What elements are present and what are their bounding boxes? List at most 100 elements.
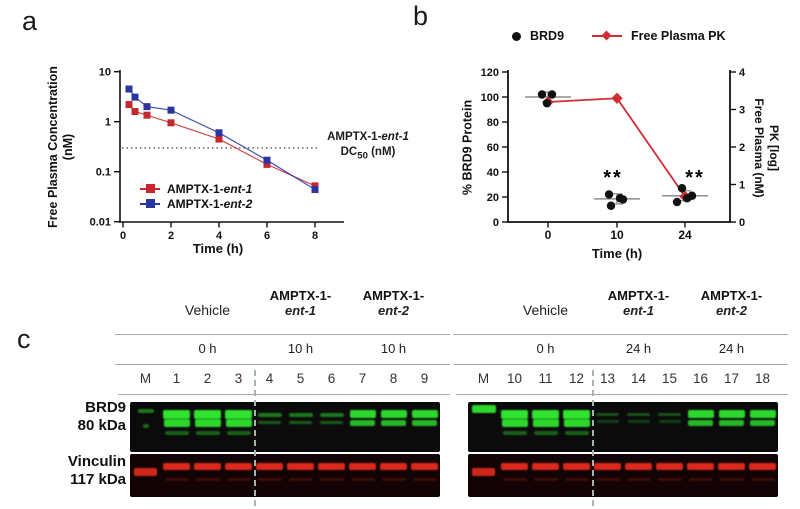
c-group-label-line2: ent-2: [715, 303, 748, 318]
c-band: [350, 478, 375, 481]
c-band: [749, 463, 776, 470]
c-lane-number: 12: [568, 371, 585, 386]
b-brd9-point: [547, 90, 557, 99]
c-band: [288, 478, 313, 481]
c-band: [625, 463, 652, 470]
c-lane-number: 1: [172, 371, 181, 386]
a-x-tick-label: 6: [264, 230, 270, 242]
c-band: [412, 420, 437, 426]
c-band: [594, 463, 621, 470]
b-legend-diamond-marker: [592, 30, 623, 41]
c-band: [533, 431, 558, 435]
c-header-rule: [115, 334, 450, 335]
c-band: [718, 410, 745, 418]
c-band: [596, 413, 619, 416]
b-significance-stars: **: [603, 167, 623, 189]
c-band: [719, 478, 744, 481]
c-lane-number: 11: [538, 371, 553, 386]
c-band: [532, 410, 559, 419]
c-group-label-line1: AMPTX-1-: [607, 288, 670, 303]
c-band: [564, 431, 589, 435]
a-y-tick-label: 10: [99, 67, 111, 79]
b-right-tick-label: 2: [739, 142, 745, 154]
b-brd9-point: [542, 99, 552, 108]
c-band: [749, 410, 776, 418]
c-header-rule: [118, 394, 450, 395]
a-data-point: [167, 106, 175, 114]
c-band: [687, 410, 714, 418]
a-legend: AMPTX-1-ent-1 AMPTX-1-ent-2: [140, 181, 252, 211]
a-data-point: [131, 93, 139, 101]
b-left-tick-label: 60: [487, 142, 499, 154]
c-vinculin-blot: [130, 454, 440, 497]
c-band: [688, 420, 713, 426]
b-right-tick-label: 1: [739, 180, 745, 192]
b-left-tick-label: 120: [481, 67, 499, 79]
a-data-point: [143, 111, 151, 119]
c-lane-number: 4: [265, 371, 274, 386]
panel-label-c: c: [17, 324, 31, 354]
c-band: [380, 410, 407, 418]
a-data-point: [263, 160, 271, 168]
a-series-line: [128, 104, 316, 187]
a-data-point: [263, 156, 271, 164]
b-x-tick-label: 24: [678, 228, 692, 242]
a-data-point: [311, 186, 319, 194]
a-x-tick-label: 8: [312, 230, 318, 242]
c-band: [687, 463, 714, 470]
b-x-tick-label: 0: [545, 228, 552, 242]
a-legend-item-ent2: AMPTX-1-ent-2: [140, 196, 252, 211]
c-band: [657, 478, 682, 481]
c-band: [318, 463, 345, 470]
a-y-axis-label-line1: Free Plasma Concentration: [46, 66, 60, 228]
b-brd9-point: [604, 190, 614, 199]
c-time-label: 10 h: [380, 341, 407, 356]
a-dc50-line1: AMPTX-1-ent-1: [327, 131, 409, 143]
c-band: [658, 413, 681, 416]
c-group-label-line2: ent-2: [377, 303, 410, 318]
c-band: [471, 405, 496, 413]
c-band: [501, 410, 528, 419]
b-brd9-point: [537, 90, 547, 99]
c-header-rule: [453, 334, 788, 335]
b-brd9-point: [606, 201, 616, 210]
c-band: [501, 419, 528, 427]
c-lane-separator: [254, 370, 256, 506]
c-band: [472, 468, 495, 476]
c-header-rule: [115, 364, 450, 365]
c-lane-number: 10: [506, 371, 523, 386]
b-right-tick-label: 4: [739, 67, 746, 79]
a-legend-square-marker-red: [140, 184, 160, 194]
a-y-tick-label: 1: [105, 117, 111, 129]
b-legend-item-pk: Free Plasma PK: [592, 29, 726, 43]
c-band: [225, 463, 252, 470]
a-data-point: [215, 129, 223, 137]
c-vinculin-blot: [468, 454, 778, 497]
a-legend-item-ent1: AMPTX-1-ent-1: [140, 181, 252, 196]
c-band: [142, 424, 149, 428]
b-left-tick-label: 20: [487, 192, 499, 204]
c-band: [225, 419, 252, 427]
c-lane-number: 7: [358, 371, 367, 386]
c-group-label: Vehicle: [151, 288, 265, 319]
a-x-tick-label: 2: [168, 230, 174, 242]
b-brd9-point: [677, 184, 687, 193]
a-x-tick-label: 4: [216, 230, 223, 242]
b-right-tick-label: 0: [739, 217, 745, 229]
c-header-rule: [453, 364, 788, 365]
c-lane-separator: [592, 370, 594, 506]
b-right-axis-label-line1: PK [log]: [767, 125, 781, 171]
c-band: [257, 478, 282, 481]
c-band: [288, 413, 313, 417]
c-band: [163, 419, 190, 427]
b-x-axis-label: Time (h): [591, 246, 643, 261]
c-row-label-vinculin: Vinculin 117 kDa: [67, 453, 126, 488]
c-band: [627, 420, 650, 423]
c-group-label-line1: AMPTX-1-: [269, 288, 332, 303]
c-band: [380, 463, 407, 470]
c-row-label-brd9: BRD9 80 kDa: [77, 399, 126, 434]
c-band: [532, 419, 559, 427]
a-data-point: [125, 101, 133, 109]
b-brd9-point: [618, 195, 628, 204]
